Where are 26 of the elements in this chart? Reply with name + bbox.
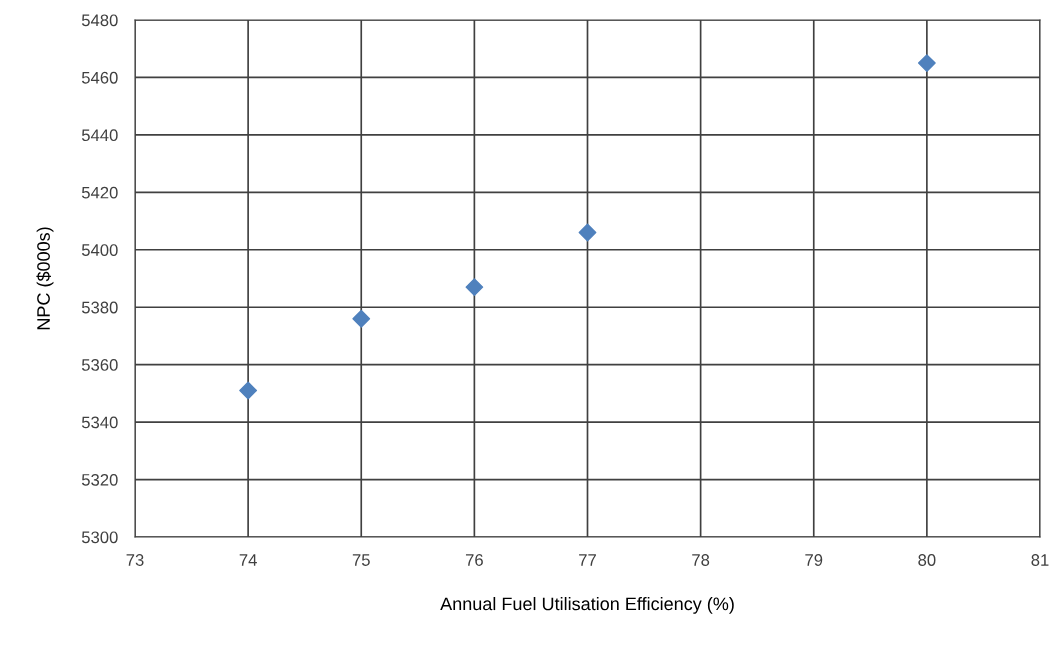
x-axis-title: Annual Fuel Utilisation Efficiency (%) — [440, 596, 734, 614]
x-tick-label: 74 — [239, 554, 257, 566]
y-tick-label: 5400 — [81, 244, 118, 256]
y-tick-label: 5360 — [81, 359, 118, 371]
point — [465, 278, 484, 297]
y-tick-label: 5460 — [81, 71, 118, 84]
x-tick-label: 75 — [352, 554, 370, 566]
y-tick-label: 5320 — [81, 473, 118, 486]
x-tick-label: 73 — [126, 554, 144, 566]
x-tick-label: 81 — [1031, 554, 1049, 566]
x-tick-label: 77 — [579, 554, 596, 566]
point — [578, 223, 597, 242]
y-tick-label: 5480 — [81, 14, 118, 27]
x-tick-label: 78 — [692, 554, 710, 566]
y-tick-label: 5340 — [81, 416, 118, 429]
point — [917, 54, 936, 72]
x-tick-label: 76 — [465, 554, 483, 566]
y-tick-label: 5420 — [81, 186, 118, 199]
point — [239, 381, 258, 400]
y-tick-label: 5440 — [81, 129, 118, 142]
y-tick-label: 5300 — [81, 531, 118, 544]
x-tick-label: 80 — [918, 554, 936, 566]
point — [352, 309, 371, 328]
x-tick-label: 79 — [805, 554, 823, 566]
y-tick-label: 5380 — [81, 301, 118, 314]
y-axis-title: NPC ($000s) — [36, 227, 54, 330]
